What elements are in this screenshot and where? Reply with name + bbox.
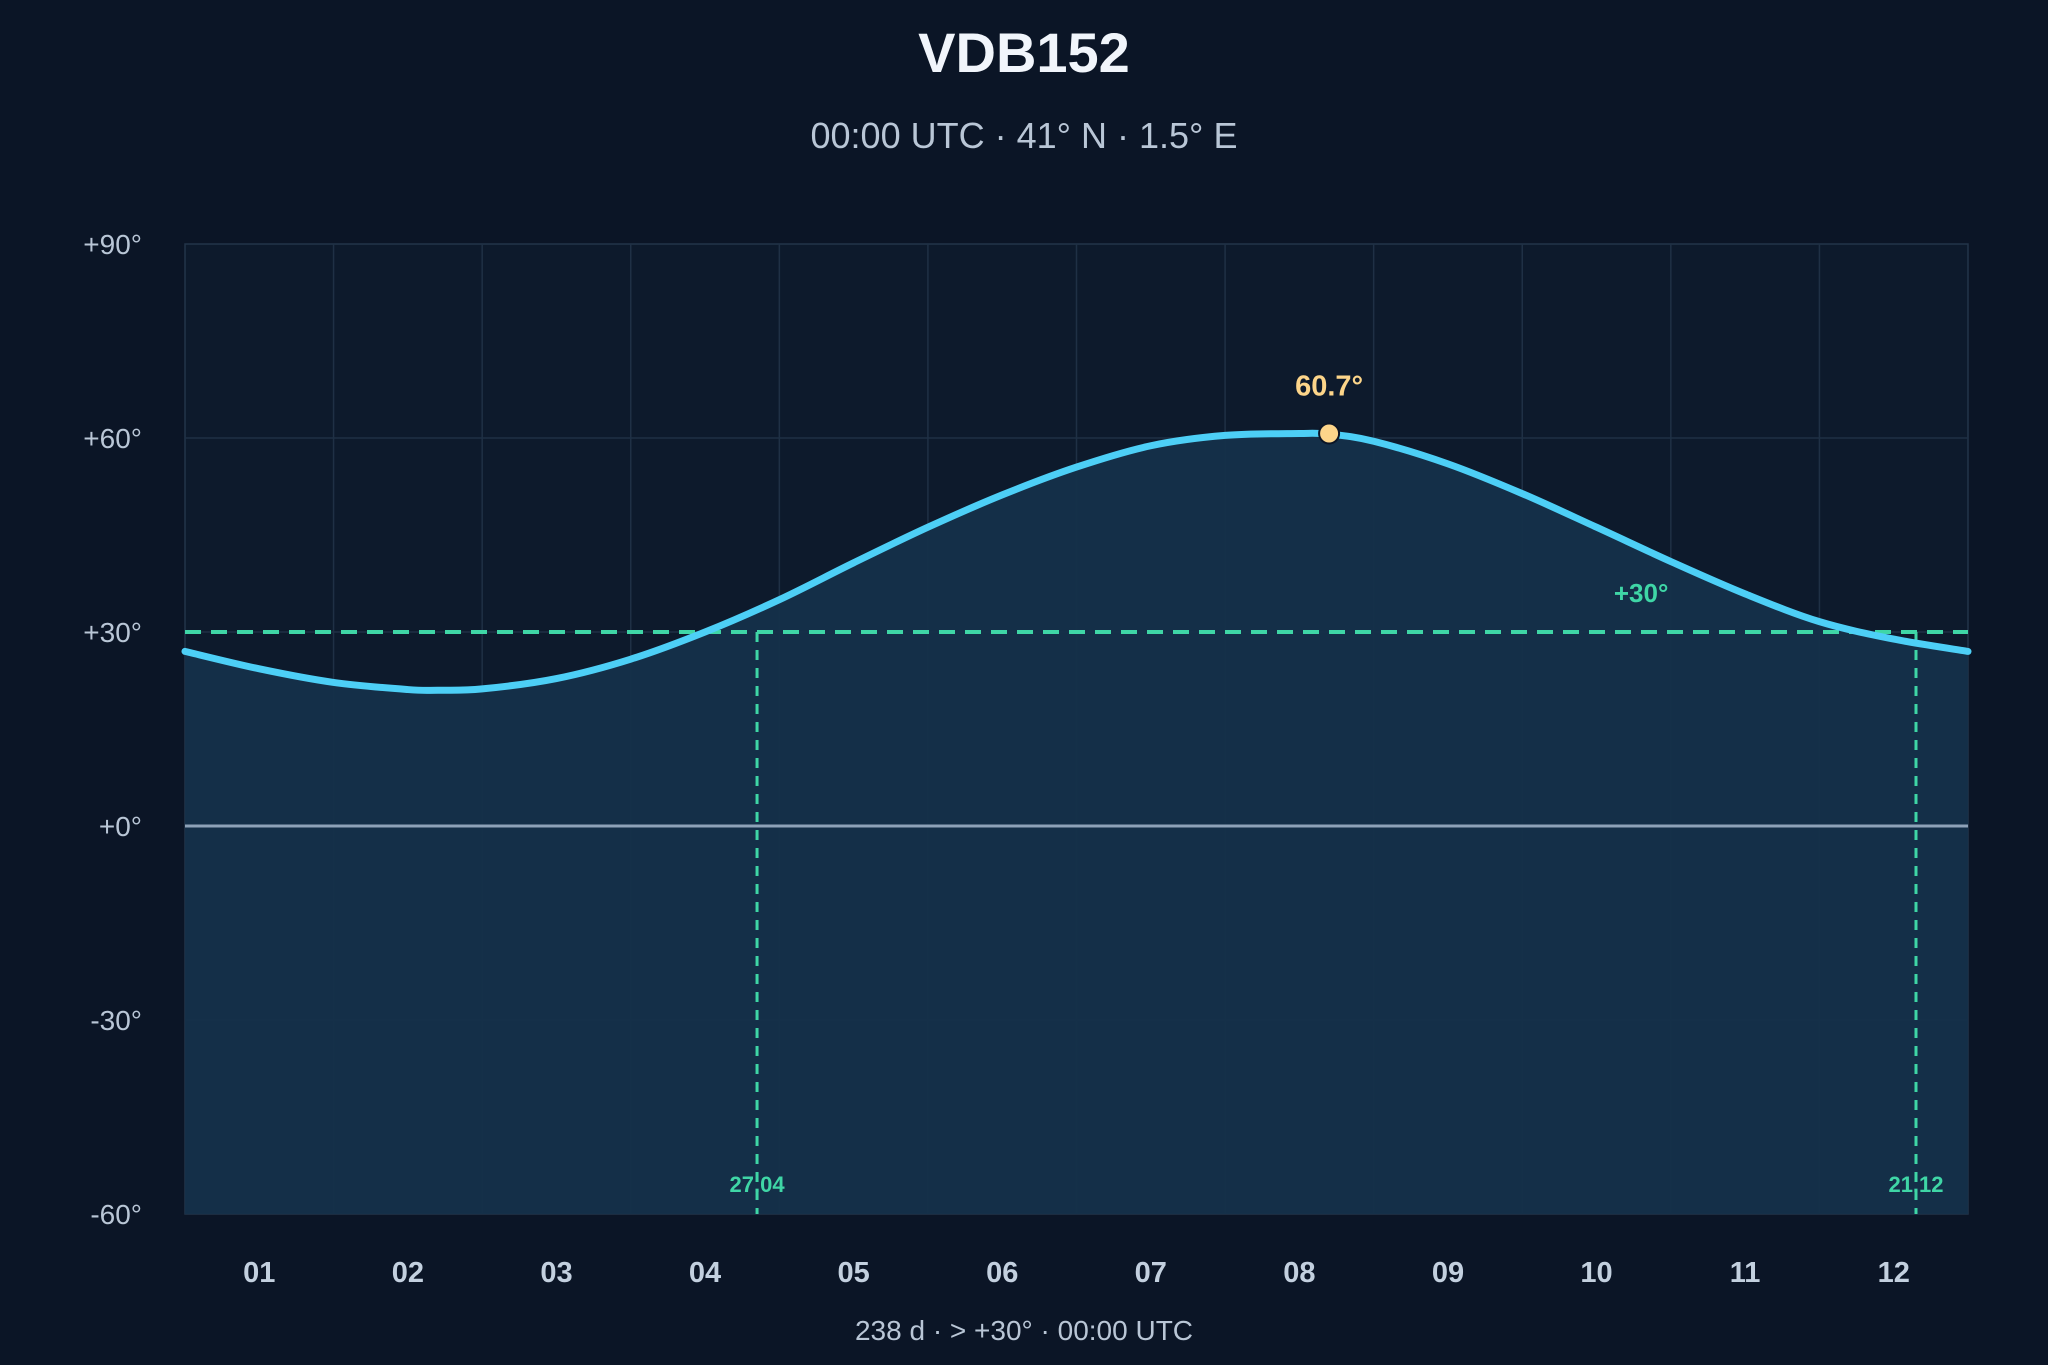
y-tick-label: +0° <box>99 811 142 842</box>
series-area <box>185 433 1968 1214</box>
peak-label: 60.7° <box>1295 370 1363 402</box>
crossing-layer: 27.04 21.12 <box>730 632 1944 1214</box>
crossing-label: 21.12 <box>1888 1172 1943 1197</box>
area-fill-layer <box>185 433 1968 1214</box>
footer-note: 238 d · > +30° · 00:00 UTC <box>855 1315 1193 1346</box>
peak-layer: 60.7° <box>1295 370 1363 445</box>
y-tick-label: +30° <box>83 617 142 648</box>
x-axis: 01 02 03 04 05 06 07 08 09 10 11 12 <box>243 1257 1910 1289</box>
x-tick-label: 04 <box>689 1257 721 1289</box>
x-tick-label: 08 <box>1283 1257 1315 1289</box>
x-tick-label: 12 <box>1878 1257 1910 1289</box>
x-tick-label: 06 <box>986 1257 1018 1289</box>
chart-title: VDB152 <box>918 21 1130 84</box>
x-tick-label: 03 <box>540 1257 572 1289</box>
y-tick-label: +90° <box>83 229 142 260</box>
x-tick-label: 10 <box>1580 1257 1612 1289</box>
y-tick-label: +60° <box>83 423 142 454</box>
series-layer <box>181 429 1972 694</box>
y-tick-label: -60° <box>90 1199 142 1230</box>
chart-subtitle: 00:00 UTC · 41° N · 1.5° E <box>811 115 1238 156</box>
series-line <box>181 429 1972 694</box>
x-tick-label: 11 <box>1730 1257 1761 1289</box>
threshold-label: +30° <box>1614 578 1669 608</box>
peak-marker <box>1318 422 1341 445</box>
y-axis: +90° +60° +30° +0° -30° -60° <box>83 229 142 1230</box>
y-tick-label: -30° <box>90 1005 142 1036</box>
x-tick-label: 09 <box>1432 1257 1464 1289</box>
x-tick-label: 01 <box>243 1257 275 1289</box>
x-tick-label: 07 <box>1135 1257 1167 1289</box>
x-tick-label: 02 <box>392 1257 424 1289</box>
x-tick-label: 05 <box>837 1257 869 1289</box>
crossing-label: 27.04 <box>730 1172 786 1197</box>
threshold-layer: +30° <box>185 578 1968 634</box>
